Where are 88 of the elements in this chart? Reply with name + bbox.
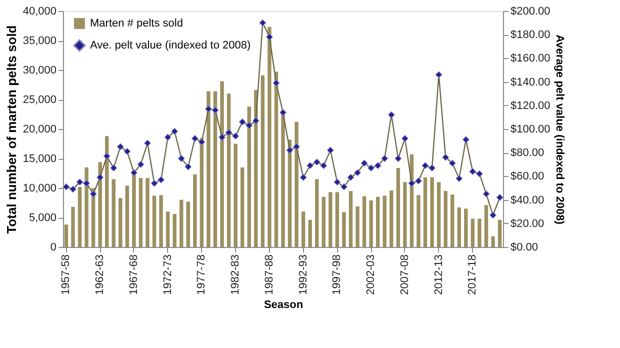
bar [484, 205, 488, 247]
bar [444, 190, 448, 247]
x-tick-label: 1972-73 [162, 254, 174, 295]
bar [240, 167, 244, 247]
bar [112, 179, 116, 247]
bar [172, 214, 176, 247]
bar [71, 206, 75, 247]
x-tick-label: 1977-78 [196, 254, 208, 295]
bar [322, 196, 326, 247]
bar [423, 177, 428, 247]
x-tick-label: 1997-98 [331, 254, 344, 295]
bar [342, 212, 346, 247]
y-tick-label: 20,000 [22, 124, 56, 136]
y2-tick-label: $200.00 [510, 6, 550, 18]
bar [362, 196, 366, 247]
bar [166, 212, 170, 247]
bar [186, 202, 190, 247]
x-tick-label: 1987-88 [263, 254, 276, 295]
bar [356, 206, 360, 247]
bar [396, 168, 400, 247]
bar [390, 190, 394, 247]
y2-tick-label: $40.00 [510, 194, 544, 206]
bar [464, 208, 468, 247]
bar [315, 179, 319, 247]
bar [146, 178, 150, 247]
y-tick-label: 15,000 [22, 153, 56, 165]
bar [491, 236, 495, 247]
x-tick-label: 1992-93 [297, 254, 310, 295]
x-tick-label: 2017-18 [466, 254, 479, 295]
y2-tick-label: $20.00 [510, 218, 544, 230]
y2-axis-title: Average pelt value (indexed to 2008) [553, 34, 566, 225]
y2-tick-label: $0.00 [510, 242, 538, 254]
bar [118, 198, 122, 247]
y-tick-label: 40,000 [22, 6, 56, 18]
bar [308, 220, 312, 247]
bar [376, 196, 380, 247]
bar [369, 200, 373, 247]
bar [416, 195, 420, 247]
bar [450, 194, 454, 247]
bar [470, 218, 475, 247]
y-tick-label: 0 [50, 242, 56, 254]
y-tick-label: 25,000 [22, 94, 56, 106]
x-tick-label: 1982-83 [230, 254, 242, 295]
y2-tick-label: $180.00 [510, 29, 550, 42]
bar [206, 91, 210, 247]
x-axis-title: Season [264, 298, 304, 311]
y-tick-label: 10,000 [22, 182, 56, 194]
bar [152, 196, 156, 247]
bar [193, 174, 197, 247]
bar [268, 26, 272, 247]
bar [430, 177, 434, 247]
bar [159, 195, 163, 247]
x-tick-label: 2012-13 [432, 254, 445, 295]
legend-label: Marten # pelts sold [90, 18, 183, 30]
x-tick-label: 1962-63 [94, 254, 106, 295]
y2-tick-label: $120.00 [510, 100, 550, 112]
bar [260, 75, 265, 247]
bar [125, 186, 130, 247]
y2-tick-label: $160.00 [510, 52, 550, 65]
y2-tick-label: $140.00 [510, 76, 550, 88]
bar [234, 144, 238, 247]
x-tick-label: 1967-68 [128, 254, 140, 295]
legend-label: Ave. pelt value (indexed to 2008) [90, 40, 251, 52]
bar [226, 94, 231, 247]
bar [498, 220, 502, 247]
bar [328, 192, 332, 247]
y-tick-label: 5,000 [28, 212, 56, 224]
bar [382, 196, 386, 247]
bar [64, 224, 68, 247]
bar [457, 207, 461, 247]
y-tick-label: 30,000 [22, 64, 56, 76]
y2-tick-label: $60.00 [510, 170, 544, 183]
bar [138, 178, 143, 247]
y-tick-label: 35,000 [22, 35, 56, 47]
y2-tick-label: $100.00 [510, 124, 550, 136]
bar [180, 200, 184, 247]
bar [403, 182, 407, 247]
x-tick-label: 2002-03 [365, 254, 378, 295]
bar [478, 218, 482, 247]
bar [348, 190, 353, 247]
y2-tick-label: $80.00 [510, 147, 544, 160]
bar [436, 182, 441, 247]
bar [335, 192, 340, 247]
bar [301, 212, 306, 247]
x-tick-label: 2007-08 [398, 254, 411, 295]
bar [213, 91, 218, 247]
x-tick-label: 1957-58 [60, 254, 72, 295]
y-axis-title: Total number of marten pelts sold [4, 25, 19, 234]
